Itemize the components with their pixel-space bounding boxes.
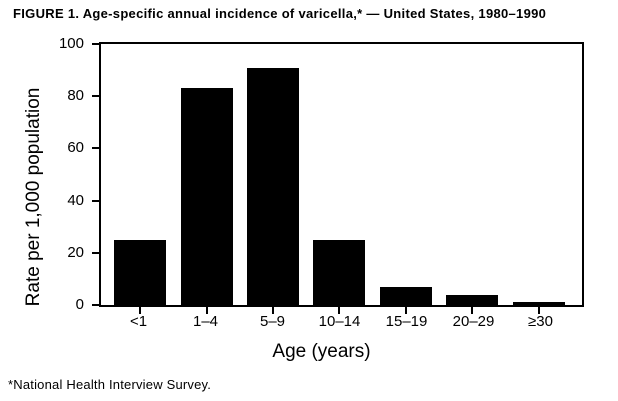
bar-7 xyxy=(512,302,565,305)
bar-band xyxy=(439,44,505,314)
x-axis-tick-labels: <1 1–4 5–9 10–14 15–19 20–29 ≥30 xyxy=(99,313,584,330)
x-tick-label: ≥30 xyxy=(528,313,553,330)
bar-4 xyxy=(313,239,366,305)
bar-band xyxy=(306,44,372,314)
bar-band xyxy=(373,44,439,314)
y-tick-label: 20 xyxy=(67,243,84,261)
y-tick-mark xyxy=(92,304,99,306)
x-axis-label: Age (years) xyxy=(272,341,371,362)
bar-3 xyxy=(247,67,300,305)
y-tick-mark xyxy=(92,95,99,98)
bar-band xyxy=(506,44,572,314)
y-tick-label: 40 xyxy=(67,191,84,209)
figure-title: FIGURE 1. Age-specific annual incidence … xyxy=(13,6,547,21)
x-tick-label: 20–29 xyxy=(452,313,495,330)
bar-5 xyxy=(379,286,432,305)
footnote: *National Health Interview Survey. xyxy=(8,377,212,392)
x-tick-label: 10–14 xyxy=(318,313,361,330)
y-tick-label: 100 xyxy=(58,35,84,52)
bar-1 xyxy=(114,239,167,305)
x-tick-label: <1 xyxy=(129,313,148,330)
y-tick-label: 60 xyxy=(67,139,84,157)
bar-2 xyxy=(180,88,233,305)
x-tick-label: 5–9 xyxy=(259,313,286,330)
bar-band xyxy=(107,44,173,314)
bar-band xyxy=(173,44,239,314)
x-tick-label: 15–19 xyxy=(385,313,428,330)
y-tick-mark xyxy=(92,251,99,254)
plot-area: 0 20 40 60 80 100 xyxy=(59,35,584,314)
x-tick-label: 1–4 xyxy=(192,313,219,330)
y-tick-mark xyxy=(92,199,99,202)
bars xyxy=(101,44,582,314)
bar-6 xyxy=(446,294,499,305)
y-tick-label: 80 xyxy=(67,87,84,105)
y-tick-label: 0 xyxy=(75,296,84,313)
y-tick-mark xyxy=(92,147,99,150)
bar-band xyxy=(240,44,306,314)
y-tick-mark xyxy=(92,43,99,45)
